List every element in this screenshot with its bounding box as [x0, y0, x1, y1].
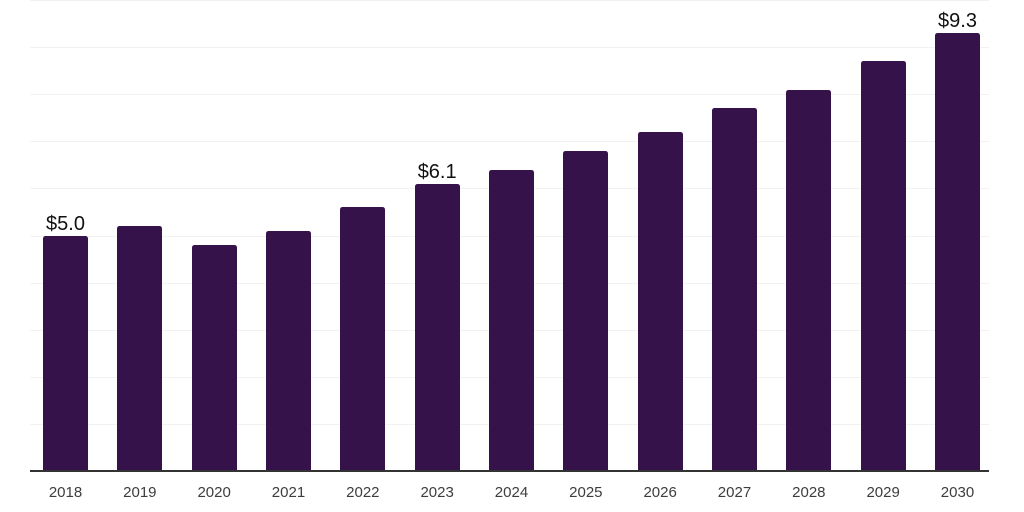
x-tick-label-2025: 2025 — [569, 484, 603, 501]
bar-2023 — [414, 183, 460, 471]
bar-2026 — [637, 131, 683, 471]
bar-2030 — [934, 32, 980, 471]
bar-2019 — [117, 226, 163, 471]
bar-2028 — [786, 89, 832, 471]
x-tick-label-2023: 2023 — [420, 484, 454, 501]
bar-2029 — [860, 61, 906, 471]
bar-2020 — [191, 244, 237, 471]
bar-2021 — [265, 230, 311, 471]
x-tick-label-2018: 2018 — [48, 484, 83, 501]
value-label-2030: $9.3 — [938, 9, 977, 32]
bar-2018 — [43, 235, 88, 471]
x-tick-label-2019: 2019 — [123, 484, 157, 501]
x-tick-label-2020: 2020 — [197, 484, 231, 501]
x-tick-label-2029: 2029 — [866, 484, 900, 501]
gridline — [30, 141, 989, 143]
x-axis-labels: 2018 2019 2020 2021 2022 2023 2024 2025 2026 2027… — [30, 484, 990, 504]
value-label-2018: $5.0 — [46, 212, 85, 235]
x-tick-label-2022: 2022 — [346, 484, 380, 501]
gridline — [30, 94, 989, 96]
gridline — [30, 0, 989, 1]
bar-2027 — [711, 108, 757, 471]
gridline — [30, 47, 989, 49]
x-tick-label-2024: 2024 — [494, 484, 529, 501]
bar-2022 — [340, 207, 386, 471]
x-tick-label-2028: 2028 — [792, 484, 826, 501]
bar-2025 — [563, 150, 609, 471]
x-axis-line — [30, 470, 989, 472]
x-tick-label-2026: 2026 — [643, 484, 677, 501]
value-label-2023: $6.1 — [417, 160, 457, 183]
plot-area: $5.0 $6.1 $9.3 — [30, 0, 990, 471]
x-tick-label-2027: 2027 — [717, 484, 752, 501]
x-tick-label-2021: 2021 — [271, 484, 306, 501]
x-tick-label-2030: 2030 — [940, 484, 975, 501]
bar-2024 — [488, 169, 534, 471]
